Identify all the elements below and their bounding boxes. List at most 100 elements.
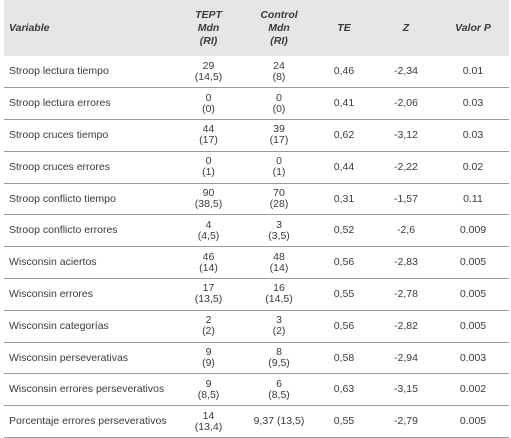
te-cell: 0,46 <box>333 65 355 78</box>
variable-cell: Wisconsin errores <box>9 287 94 300</box>
table-row: Wisconsin categorías 2 (2) 3 (2) 0,56 -2,82 0.0… <box>4 310 509 343</box>
control-cell: 9,37 (13,5) <box>245 406 313 438</box>
header-variable: Variable <box>9 21 50 34</box>
p-value-cell: 0.009 <box>459 224 487 237</box>
te-cell: 0,55 <box>333 287 355 300</box>
table-row: Stroop conflicto tiempo 90 (38,5) 70 (28) 0,3… <box>4 183 509 215</box>
p-value-cell: 0.11 <box>463 192 483 205</box>
te-cell: 0,44 <box>333 160 355 173</box>
control-value: 70 <box>273 187 285 200</box>
tept-cell: 0 (0) <box>172 88 245 120</box>
tept-cell: 2 (2) <box>172 310 245 342</box>
control-cell: 0 (1) <box>245 151 313 183</box>
z-cell: -2,22 <box>394 160 418 173</box>
control-value: (17) <box>269 134 289 147</box>
header-tept-line: Mdn <box>197 21 220 34</box>
header-p-value: Valor P <box>455 21 491 34</box>
variable-cell: Stroop cruces errores <box>9 160 110 173</box>
tept-value: (1) <box>202 166 215 179</box>
tept-cell: 46 (14) <box>172 247 245 279</box>
control-value: 48 <box>273 250 285 263</box>
tept-value: 9 <box>205 346 212 359</box>
tept-value: (2) <box>202 325 215 338</box>
tept-value: (38,5) <box>194 198 223 211</box>
tept-cell: 9 (8,5) <box>172 374 245 406</box>
p-value-cell: 0.005 <box>459 287 487 300</box>
control-cell: 6 (8,5) <box>245 374 313 406</box>
table-row: Porcentaje errores perseverativos 14 (13,4… <box>4 406 509 438</box>
header-control-line: Control <box>260 8 298 21</box>
table-row: Wisconsin aciertos 46 (14) 48 (14) 0,56 -2,83 0… <box>4 247 509 279</box>
tept-value: 44 <box>202 123 215 136</box>
header-tept-line: (RI) <box>199 34 218 47</box>
te-cell: 0,62 <box>333 128 355 141</box>
te-cell: 0,56 <box>333 319 355 332</box>
variable-cell: Stroop conflicto errores <box>9 224 118 237</box>
control-value: (14,5) <box>265 293 293 306</box>
tept-cell: 9 (9) <box>172 342 245 374</box>
variable-cell: Stroop lectura errores <box>9 97 111 110</box>
z-cell: -2,82 <box>394 319 418 332</box>
p-value-cell: 0.02 <box>462 160 484 173</box>
header-control: Control Mdn (RI) <box>245 0 313 56</box>
table-row: Stroop cruces errores 0 (1) 0 (1) 0,44 -2,22 0.… <box>4 151 509 184</box>
variable-cell: Wisconsin categorías <box>9 319 109 332</box>
tept-value: (14,5) <box>194 70 223 83</box>
z-cell: -3,12 <box>394 128 418 141</box>
te-cell: 0,41 <box>333 97 355 110</box>
p-value-cell: 0.003 <box>459 351 487 364</box>
z-cell: -2,6 <box>396 224 416 237</box>
control-value: 3 <box>276 218 282 231</box>
control-value: 16 <box>273 282 285 295</box>
header-tept-line: TEPT <box>195 8 222 21</box>
control-value: 39 <box>273 123 285 136</box>
variable-cell: Stroop conflicto tiempo <box>9 192 116 205</box>
control-value: (1) <box>272 166 286 179</box>
table-body: Stroop lectura tiempo 29 (14,5) 24 (8) 0,46 -2… <box>4 56 509 438</box>
control-cell: 3 (3,5) <box>245 215 313 247</box>
control-value: 9,37 (13,5) <box>253 415 305 428</box>
header-tept: TEPT Mdn (RI) <box>172 0 245 56</box>
tept-cell: 44 (17) <box>172 120 245 152</box>
tept-cell: 17 (13,5) <box>172 279 245 311</box>
variable-cell: Stroop lectura tiempo <box>9 65 109 78</box>
control-value: 3 <box>276 314 282 327</box>
tept-value: 29 <box>202 59 215 72</box>
tept-value: (17) <box>199 134 218 147</box>
table-row: Stroop conflicto errores 4 (4,5) 3 (3,5) 0,52… <box>4 215 509 247</box>
header-z: Z <box>402 21 410 34</box>
control-cell: 0 (0) <box>245 88 313 120</box>
tept-value: 4 <box>205 218 212 231</box>
tept-value: 14 <box>202 409 215 422</box>
table-row: Stroop cruces tiempo 44 (17) 39 (17) 0,62 -3,1… <box>4 120 509 152</box>
tept-value: 9 <box>205 377 212 390</box>
variable-cell: Wisconsin perseverativas <box>9 351 129 364</box>
p-value-cell: 0.03 <box>462 128 484 141</box>
tept-cell: 14 (13,4) <box>172 406 245 438</box>
control-value: (9,5) <box>268 357 290 370</box>
control-value: (14) <box>269 261 289 274</box>
control-value: 24 <box>273 59 285 72</box>
control-value: (8,5) <box>268 388 290 401</box>
control-value: 0 <box>276 155 282 168</box>
tept-cell: 29 (14,5) <box>172 56 245 88</box>
p-value-cell: 0.005 <box>459 319 487 332</box>
header-row: Variable TEPT Mdn (RI) Control Mdn (RI) … <box>4 0 509 56</box>
control-cell: 3 (2) <box>245 310 313 342</box>
control-value: 0 <box>276 91 282 104</box>
z-cell: -2,34 <box>394 65 418 78</box>
header-control-line: Mdn <box>268 21 290 34</box>
z-cell: -2,83 <box>394 256 418 269</box>
z-cell: -2,06 <box>394 97 418 110</box>
tept-value: (4,5) <box>197 229 220 242</box>
tept-value: (0) <box>202 102 215 115</box>
tept-value: 0 <box>205 91 212 104</box>
control-cell: 16 (14,5) <box>245 279 313 311</box>
tept-cell: 0 (1) <box>172 151 245 183</box>
control-cell: 8 (9,5) <box>245 342 313 374</box>
tept-value: (14) <box>199 261 218 274</box>
tept-value: (9) <box>202 357 215 370</box>
control-value: (0) <box>272 102 286 115</box>
control-value: (3,5) <box>268 229 290 242</box>
control-cell: 24 (8) <box>245 56 313 88</box>
